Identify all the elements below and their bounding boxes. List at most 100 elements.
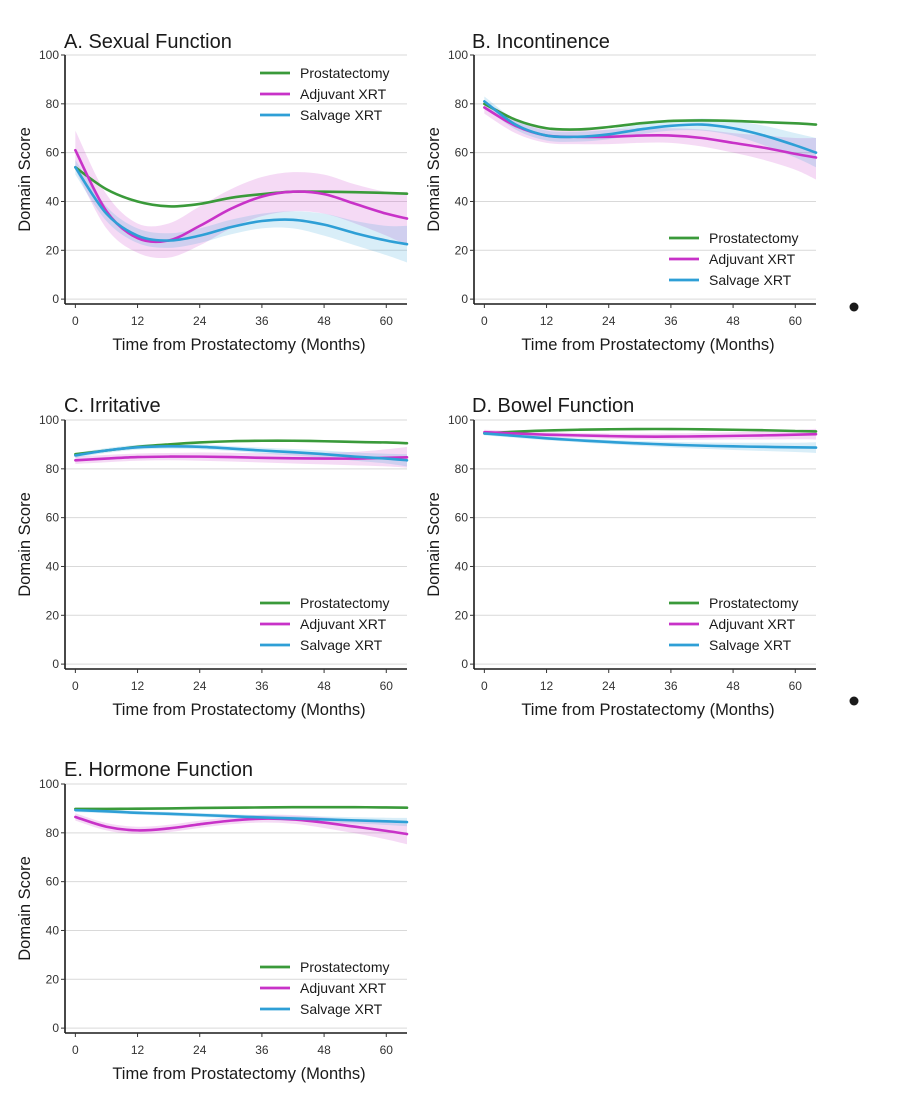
y-tick-label: 40 bbox=[46, 194, 60, 208]
legend: Prostatectomy Adjuvant XRT Salvage XRT bbox=[669, 230, 798, 288]
x-tick-label: 36 bbox=[255, 314, 269, 328]
series-line-prostatectomy bbox=[74, 805, 409, 811]
legend-label: Adjuvant XRT bbox=[300, 86, 387, 102]
series-line-salvage-xrt bbox=[483, 100, 818, 154]
x-tick-label: 60 bbox=[380, 314, 394, 328]
y-tick-label: 20 bbox=[46, 243, 60, 257]
y-tick-label: 40 bbox=[455, 559, 469, 573]
confidence-band-salvage-xrt bbox=[75, 159, 408, 263]
legend-label: Adjuvant XRT bbox=[709, 616, 796, 632]
x-tick-label: 48 bbox=[726, 679, 740, 693]
legend-label: Salvage XRT bbox=[709, 272, 792, 288]
y-tick-label: 100 bbox=[39, 413, 59, 427]
x-axis-label: Time from Prostatectomy (Months) bbox=[112, 701, 365, 719]
panel-title: B. Incontinence bbox=[472, 31, 610, 53]
legend-label: Prostatectomy bbox=[300, 595, 389, 611]
confidence-band-adjuvant-xrt bbox=[484, 101, 816, 180]
x-tick-label: 48 bbox=[317, 679, 331, 693]
x-tick-label: 48 bbox=[726, 314, 740, 328]
y-axis-label: Domain Score bbox=[425, 492, 443, 597]
legend-label: Prostatectomy bbox=[300, 65, 389, 81]
x-tick-label: 12 bbox=[131, 679, 145, 693]
legend-label: Adjuvant XRT bbox=[300, 616, 387, 632]
legend: Prostatectomy Adjuvant XRT Salvage XRT bbox=[260, 65, 389, 123]
y-tick-label: 60 bbox=[46, 511, 60, 525]
x-tick-label: 36 bbox=[255, 1043, 269, 1057]
x-tick-label: 12 bbox=[131, 314, 145, 328]
x-tick-label: 60 bbox=[789, 679, 803, 693]
legend-label: Salvage XRT bbox=[300, 637, 383, 653]
x-tick-label: 12 bbox=[540, 679, 554, 693]
y-tick-label: 40 bbox=[455, 194, 469, 208]
series-line-adjuvant-xrt bbox=[74, 455, 409, 462]
x-axis-label: Time from Prostatectomy (Months) bbox=[521, 701, 774, 719]
panel-a: 0 20 40 60 80 100 0 12 24 36 48 60 A. Sexual Functio… bbox=[16, 31, 409, 354]
y-tick-label: 100 bbox=[448, 48, 468, 62]
y-axis-label: Domain Score bbox=[16, 127, 34, 232]
x-tick-label: 0 bbox=[481, 679, 488, 693]
y-tick-label: 0 bbox=[461, 292, 468, 306]
legend: Prostatectomy Adjuvant XRT Salvage XRT bbox=[669, 595, 798, 653]
x-tick-label: 0 bbox=[72, 314, 79, 328]
y-tick-label: 40 bbox=[46, 559, 60, 573]
y-tick-label: 0 bbox=[52, 657, 59, 671]
y-tick-label: 80 bbox=[455, 97, 469, 111]
confidence-band-adjuvant-xrt bbox=[75, 130, 408, 259]
panel-title: E. Hormone Function bbox=[64, 759, 253, 781]
x-tick-label: 60 bbox=[380, 679, 394, 693]
y-tick-label: 60 bbox=[455, 146, 469, 160]
panel-e: 0 20 40 60 80 100 0 12 24 36 48 60 E. Hormone Functi… bbox=[16, 759, 409, 1083]
y-tick-label: 80 bbox=[46, 462, 60, 476]
y-tick-label: 40 bbox=[46, 923, 60, 937]
x-tick-label: 48 bbox=[317, 314, 331, 328]
y-axis-label: Domain Score bbox=[16, 856, 34, 961]
legend: Prostatectomy Adjuvant XRT Salvage XRT bbox=[260, 959, 389, 1017]
series-line-salvage-xrt bbox=[74, 165, 409, 246]
panel-d: 0 20 40 60 80 100 0 12 24 36 48 60 D. Bowel Function… bbox=[425, 395, 818, 719]
series-line-adjuvant-xrt bbox=[483, 430, 818, 438]
legend: Prostatectomy Adjuvant XRT Salvage XRT bbox=[260, 595, 389, 653]
x-tick-label: 36 bbox=[664, 679, 678, 693]
x-tick-label: 0 bbox=[72, 679, 79, 693]
x-axis-label: Time from Prostatectomy (Months) bbox=[112, 336, 365, 354]
x-tick-label: 36 bbox=[255, 679, 269, 693]
x-tick-label: 60 bbox=[380, 1043, 394, 1057]
confidence-band-adjuvant-xrt bbox=[75, 813, 408, 845]
y-axis-label: Domain Score bbox=[425, 127, 443, 232]
x-tick-label: 60 bbox=[789, 314, 803, 328]
legend-label: Adjuvant XRT bbox=[709, 251, 796, 267]
legend-label: Salvage XRT bbox=[300, 107, 383, 123]
legend-label: Prostatectomy bbox=[300, 959, 389, 975]
y-axis-label: Domain Score bbox=[16, 492, 34, 597]
y-tick-label: 100 bbox=[39, 777, 59, 791]
panel-title: A. Sexual Function bbox=[64, 31, 232, 53]
y-tick-label: 80 bbox=[46, 826, 60, 840]
series-line-salvage-xrt bbox=[74, 445, 409, 462]
y-tick-label: 0 bbox=[461, 657, 468, 671]
x-tick-label: 36 bbox=[664, 314, 678, 328]
y-tick-label: 20 bbox=[46, 608, 60, 622]
y-tick-label: 0 bbox=[52, 292, 59, 306]
x-tick-label: 24 bbox=[193, 314, 207, 328]
x-tick-label: 48 bbox=[317, 1043, 331, 1057]
y-tick-label: 20 bbox=[455, 608, 469, 622]
y-tick-label: 0 bbox=[52, 1021, 59, 1035]
panel-title: C. Irritative bbox=[64, 395, 161, 417]
legend-label: Salvage XRT bbox=[709, 637, 792, 653]
legend-label: Prostatectomy bbox=[709, 230, 798, 246]
x-axis-label: Time from Prostatectomy (Months) bbox=[112, 1065, 365, 1083]
y-tick-label: 80 bbox=[455, 462, 469, 476]
y-tick-label: 100 bbox=[39, 48, 59, 62]
x-tick-label: 24 bbox=[193, 679, 207, 693]
y-tick-label: 100 bbox=[448, 413, 468, 427]
x-axis-label: Time from Prostatectomy (Months) bbox=[521, 336, 774, 354]
confidence-band-salvage-xrt bbox=[484, 96, 816, 168]
panel-c: 0 20 40 60 80 100 0 12 24 36 48 60 C. Irritative Time… bbox=[16, 395, 409, 719]
x-tick-label: 12 bbox=[540, 314, 554, 328]
series-line-salvage-xrt bbox=[483, 432, 818, 449]
y-tick-label: 20 bbox=[455, 243, 469, 257]
y-tick-label: 80 bbox=[46, 97, 60, 111]
x-tick-label: 0 bbox=[481, 314, 488, 328]
y-tick-label: 60 bbox=[46, 875, 60, 889]
legend-label: Salvage XRT bbox=[300, 1001, 383, 1017]
